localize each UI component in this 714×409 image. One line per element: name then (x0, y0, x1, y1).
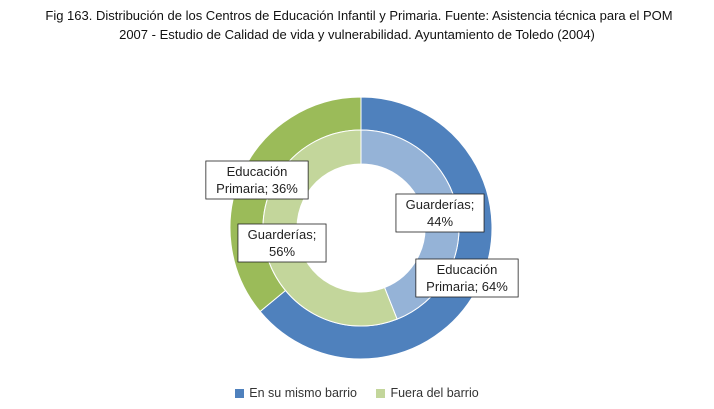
outer-ring-data-label-b: Educación Primaria; 36% (205, 160, 309, 200)
data-label-box (205, 160, 309, 200)
inner-ring-data-label-a: Guarderías; 44% (395, 193, 485, 233)
data-label-text: Primaria; 36% (216, 181, 298, 196)
data-label-text: Educación (227, 164, 288, 179)
data-label-text: Guarderías; (406, 197, 475, 212)
data-label-text: 56% (269, 244, 295, 259)
doughnut-chart: Educación Primaria; 64% Educación Primaria;… (205, 96, 519, 360)
legend-item-own-neighborhood: En su mismo barrio (235, 386, 357, 400)
data-label-text: Educación (437, 262, 498, 277)
caption-line-2: 2007 - Estudio de Calidad de vida y vuln… (119, 27, 595, 42)
legend-swatch-own-neighborhood (235, 388, 245, 398)
data-label-text: 44% (427, 214, 453, 229)
data-label-box (415, 258, 519, 298)
data-label-text: Guarderías; (248, 227, 317, 242)
data-label-box (237, 223, 327, 263)
inner-ring-data-label-b: Guarderías; 56% (237, 223, 327, 263)
figure-caption: Fig 163. Distribución de los Centros de … (0, 6, 714, 44)
chart-legend: En su mismo barrio Fuera del barrio (0, 386, 714, 401)
data-label-text: Primaria; 64% (426, 279, 508, 294)
caption-line-1: Fig 163. Distribución de los Centros de … (45, 8, 673, 23)
outer-ring-data-label-a: Educación Primaria; 64% (415, 258, 519, 298)
legend-label-own-neighborhood: En su mismo barrio (249, 386, 357, 400)
legend-item-outside-neighborhood: Fuera del barrio (376, 386, 479, 400)
legend-label-outside-neighborhood: Fuera del barrio (390, 386, 479, 400)
legend-swatch-outside-neighborhood (376, 388, 386, 398)
data-label-box (395, 193, 485, 233)
